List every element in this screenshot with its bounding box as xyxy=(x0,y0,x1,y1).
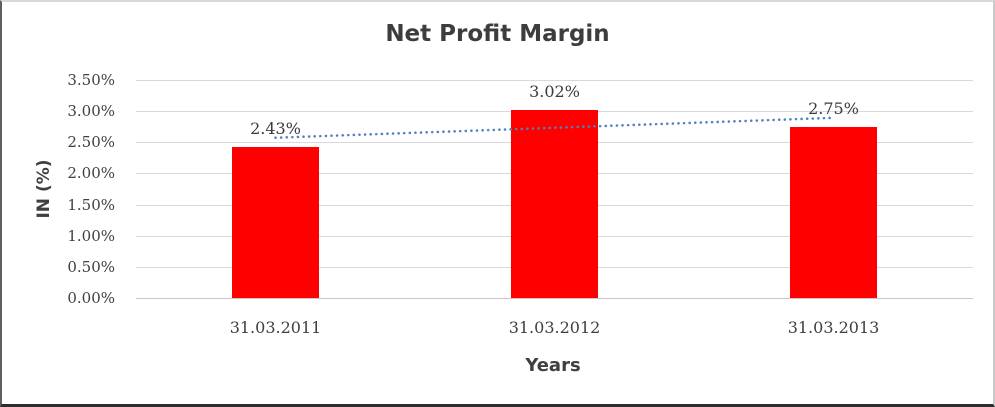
gridline xyxy=(136,80,973,81)
x-tick-label: 31.03.2011 xyxy=(229,318,322,337)
x-tick-label: 31.03.2013 xyxy=(787,318,880,337)
data-label: 3.02% xyxy=(529,81,580,101)
y-tick-label: 1.50% xyxy=(67,195,115,214)
bar xyxy=(232,146,319,298)
data-label: 2.43% xyxy=(250,118,301,138)
y-axis-title: IN (%) xyxy=(34,159,54,219)
y-tick-label: 2.00% xyxy=(67,164,115,183)
chart-title: Net Profit Margin xyxy=(385,21,610,47)
y-tick-label: 2.50% xyxy=(67,133,115,152)
x-axis-title: Years xyxy=(525,355,581,376)
gridline xyxy=(136,298,973,299)
y-tick-label: 0.00% xyxy=(67,289,115,307)
bar xyxy=(511,109,598,298)
y-tick-label: 1.00% xyxy=(67,226,115,245)
y-tick-label: 3.50% xyxy=(67,71,115,89)
bar xyxy=(790,126,877,298)
y-tick-label: 0.50% xyxy=(67,257,115,276)
data-label: 2.75% xyxy=(808,98,859,118)
y-tick-label: 3.00% xyxy=(67,102,115,121)
x-tick-label: 31.03.2012 xyxy=(508,318,601,337)
